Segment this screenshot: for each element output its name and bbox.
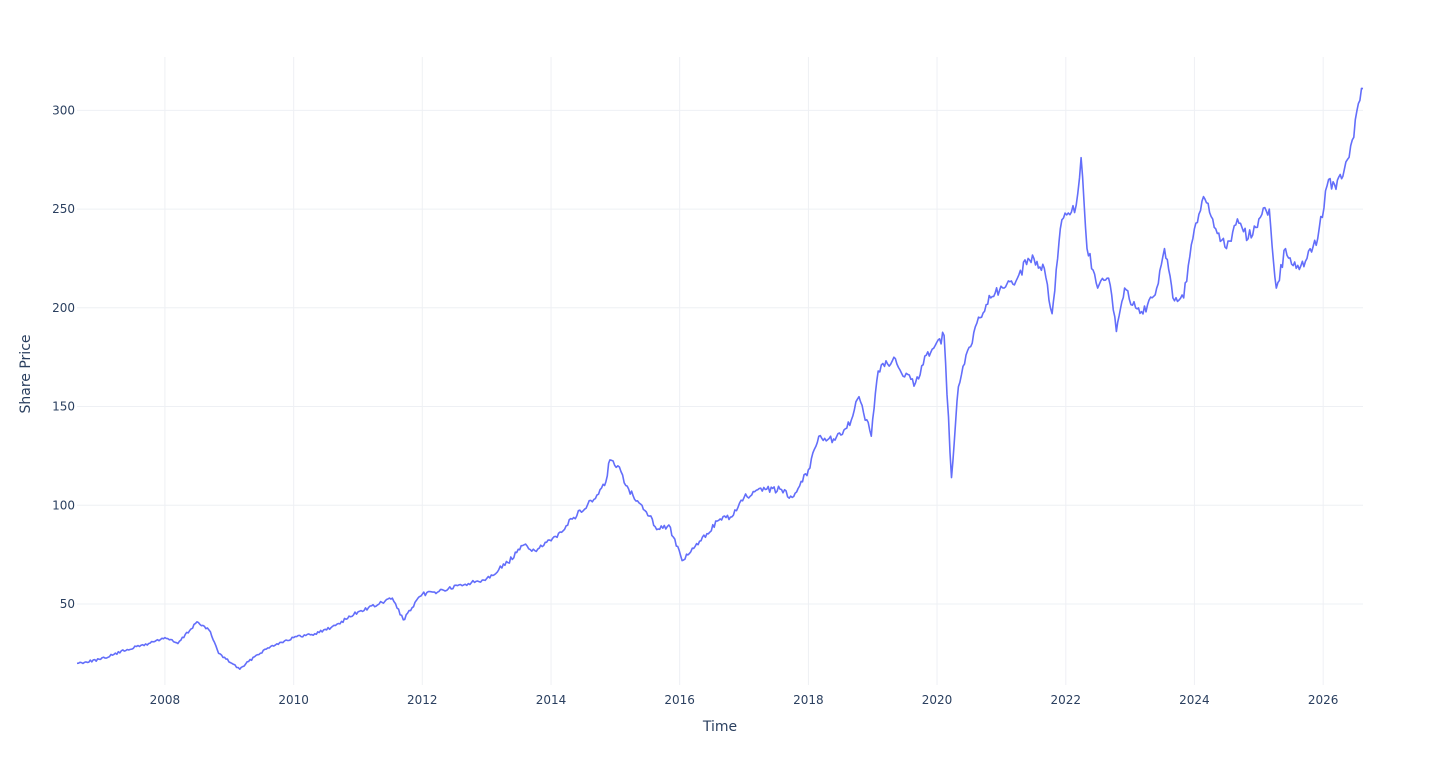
- y-axis-title: Share Price: [18, 334, 34, 413]
- x-tick-label: 2010: [278, 693, 309, 707]
- x-axis-ticks: 2008 2010 2012 2014 2016 2018 2020 2022 2024 2026: [150, 693, 1339, 707]
- y-tick-label: 100: [52, 498, 75, 512]
- y-tick-label: 250: [52, 202, 75, 216]
- x-tick-label: 2016: [664, 693, 695, 707]
- x-tick-label: 2020: [922, 693, 953, 707]
- x-gridlines: [164, 57, 1324, 685]
- y-tick-label: 300: [52, 103, 75, 117]
- x-tick-label: 2022: [1051, 693, 1082, 707]
- x-tick-label: 2014: [536, 693, 567, 707]
- x-tick-label: 2008: [150, 693, 181, 707]
- y-tick-label: 50: [60, 597, 75, 611]
- x-tick-label: 2012: [407, 693, 438, 707]
- y-axis-ticks: 50 100 150 200 250 300: [52, 103, 75, 611]
- share-price-line: [76, 87, 1364, 670]
- x-tick-label: 2024: [1179, 693, 1210, 707]
- y-tick-label: 200: [52, 301, 75, 315]
- x-axis-title: Time: [702, 719, 737, 735]
- y-gridlines: [77, 109, 1363, 605]
- x-tick-label: 2018: [793, 693, 824, 707]
- y-tick-label: 150: [52, 400, 75, 414]
- plot-area: [76, 87, 1364, 670]
- x-tick-label: 2026: [1308, 693, 1339, 707]
